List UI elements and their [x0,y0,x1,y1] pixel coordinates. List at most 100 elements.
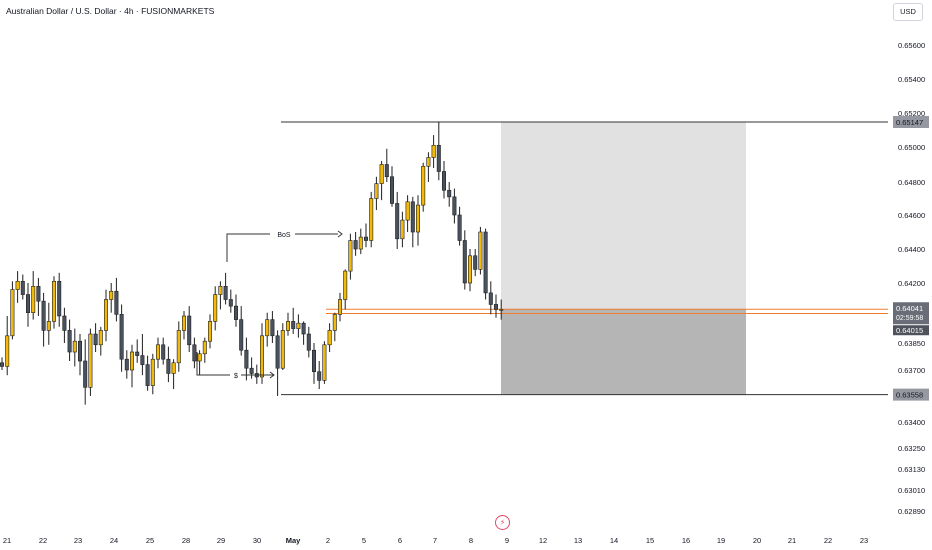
candle-body [88,333,93,388]
mid-price-label: 0.64015 [896,326,923,335]
x-tick-label: 7 [433,536,437,545]
candle-body [25,294,30,313]
candle-body [343,270,348,300]
candle-body [447,189,452,198]
y-tick-label: 0.63250 [898,444,925,453]
candle-body [473,255,478,270]
candle-body [213,294,218,322]
candle-body [62,315,67,331]
y-tick-label: 0.63010 [898,486,925,495]
current-price-label: 0.64041 [896,304,923,313]
mid-price-label-bg [893,325,929,336]
y-tick-label: 0.63850 [898,339,925,348]
candle-body [41,300,46,331]
y-tick-label: 0.64800 [898,178,925,187]
candle-body [156,344,161,360]
candle-body [317,371,322,381]
currency-button[interactable]: USD [893,3,923,21]
lightning-bolt-icon[interactable]: ⚡ [495,515,510,530]
candle-body [462,240,467,284]
candle-body [327,330,332,346]
candle-body [145,364,150,386]
bos-arrowhead [337,230,343,238]
y-tick-label: 0.65000 [898,143,925,152]
candle-body [51,280,56,322]
candle-body [410,201,415,233]
x-tick-label: 25 [146,536,154,545]
candle-body [104,299,109,331]
candle-body [322,344,327,381]
low-price-label: 0.63558 [896,391,923,400]
candle-body [415,204,420,233]
candle-body [124,358,129,371]
x-tick-label: 22 [39,536,47,545]
candle-body [265,319,270,337]
candle-body [140,355,145,365]
candle-body [358,236,363,250]
x-tick-label: 14 [610,536,618,545]
low-price-label-bg [893,388,929,401]
candle-body [187,315,192,346]
candle-body [452,196,457,216]
candle-body [400,219,405,240]
candle-body [431,145,436,158]
x-tick-label: 5 [362,536,366,545]
countdown-label: 02:59:58 [896,315,923,322]
candle-body [457,214,462,241]
x-tick-label: 13 [574,536,582,545]
x-tick-label: 2 [326,536,330,545]
y-tick-label: 0.62890 [898,507,925,516]
x-tick-label: 21 [3,536,11,545]
candle-body [98,330,103,346]
candle-body [31,285,36,313]
candle-body [218,285,223,295]
candle-body [285,321,290,331]
sweep-arrowhead [269,371,275,379]
x-tick-label: 24 [110,536,118,545]
candle-body [197,353,202,362]
candle-body [441,171,446,191]
candle-body [426,157,431,167]
candle-body [249,367,254,374]
candle-body [280,330,285,369]
candle-body [244,349,249,369]
candle-body [67,330,72,353]
x-tick-label: 19 [717,536,725,545]
candle-body [228,299,233,307]
candle-body [83,360,88,388]
risk-zone [501,309,746,395]
sweep-line [196,352,230,376]
candle-body [311,349,316,373]
sweep-label: $ [234,373,238,380]
candle-body [10,289,15,337]
candle-body [161,344,166,360]
candle-body [374,183,379,199]
x-tick-label: 20 [753,536,761,545]
x-tick-label: 23 [860,536,868,545]
y-tick-label: 0.63130 [898,465,925,474]
candle-body [493,304,498,310]
x-tick-label: 29 [217,536,225,545]
bos-line [226,233,270,262]
candle-body [467,255,472,284]
x-tick-label: 23 [74,536,82,545]
high-price-label: 0.65147 [896,118,923,127]
candle-body [384,164,389,178]
candle-body [208,321,213,342]
candle-body [5,335,10,367]
candle-body [166,358,171,374]
candle-body [395,203,400,240]
candle-body [72,340,77,353]
candle-body [234,305,239,320]
candle-body [202,340,207,355]
x-tick-label: 22 [824,536,832,545]
x-tick-label: 9 [505,536,509,545]
candle-body [93,333,98,346]
y-tick-label: 0.64600 [898,211,925,220]
candle-body [301,322,306,335]
candle-body [488,292,493,305]
candle-body [114,290,119,315]
y-tick-label: 0.64200 [898,279,925,288]
candle-body [223,285,228,300]
